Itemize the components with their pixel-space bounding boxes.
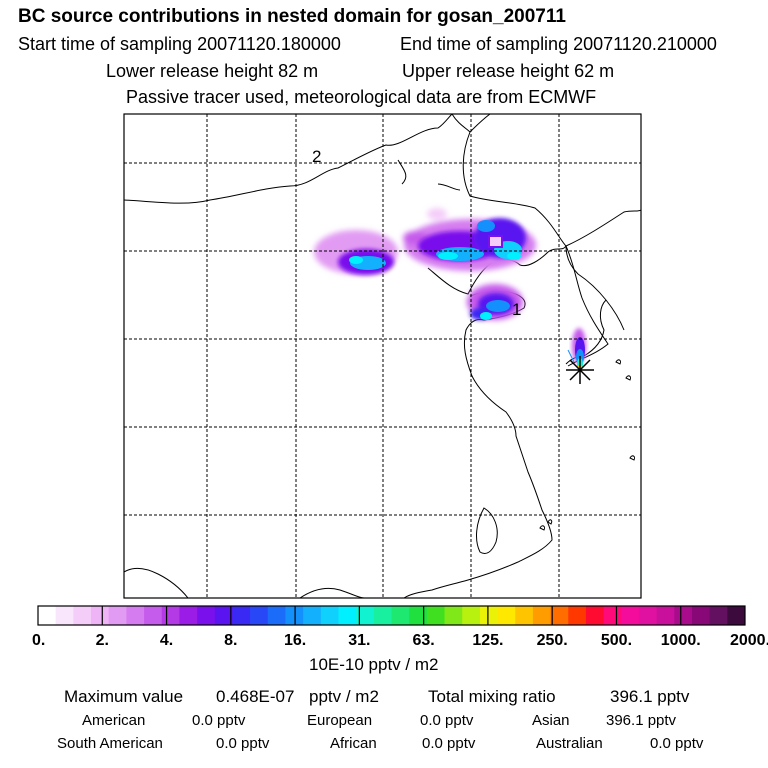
colorbar-frame bbox=[37, 605, 746, 626]
colorbar-unit: 10E-10 pptv / m2 bbox=[309, 655, 439, 674]
source-name-south-american: South American bbox=[57, 735, 163, 752]
colorbar-cell bbox=[656, 606, 675, 625]
max-value-label: Maximum value bbox=[64, 687, 184, 706]
colorbar-cell bbox=[197, 606, 216, 625]
colorbar-cell bbox=[462, 606, 481, 625]
map-panel: 2 1 bbox=[123, 113, 642, 599]
colorbar-cell bbox=[338, 606, 357, 625]
colorbar-tick-label: 63. bbox=[413, 632, 435, 649]
colorbar-cell bbox=[568, 606, 587, 625]
source-name-australian: Australian bbox=[536, 735, 603, 752]
colorbar-cell bbox=[144, 606, 163, 625]
source-value-asian: 396.1 pptv bbox=[606, 712, 677, 729]
colorbar-cell bbox=[691, 606, 711, 625]
colorbar-tick-label: 31. bbox=[348, 632, 370, 649]
colorbar-cell bbox=[585, 606, 604, 625]
colorbar-cell bbox=[126, 606, 145, 625]
colorbar-tick-label: 2000. bbox=[730, 632, 768, 649]
colorbar-cell bbox=[73, 606, 92, 625]
colorbar-cell bbox=[550, 606, 569, 625]
colorbar-cell bbox=[267, 606, 286, 625]
colorbar-cell bbox=[320, 606, 339, 625]
colorbar-cell bbox=[603, 606, 622, 625]
colorbar-tick-label: 0. bbox=[32, 632, 45, 649]
source-value-american: 0.0 pptv bbox=[192, 712, 246, 729]
release-site-marker bbox=[566, 349, 594, 384]
concentration-field bbox=[314, 208, 586, 371]
source-value-european: 0.0 pptv bbox=[420, 712, 474, 729]
colorbar-cell bbox=[285, 606, 304, 625]
source-value-african: 0.0 pptv bbox=[422, 735, 476, 752]
map-frame bbox=[123, 113, 642, 599]
lower-release-label: Lower release height 82 m bbox=[106, 61, 319, 81]
colorbar-tick-label: 1000. bbox=[661, 632, 701, 649]
source-name-african: African bbox=[330, 735, 377, 752]
trajectory-label-2: 2 bbox=[312, 147, 321, 166]
colorbar: 0. 2. 4. 8. 16. 31. 63. 125. 250. 500. 1000. 2000. bbox=[32, 605, 768, 649]
max-value: 0.468E-07 bbox=[216, 687, 295, 706]
colorbar-cell bbox=[426, 606, 445, 625]
colorbar-cell bbox=[55, 606, 74, 625]
colorbar-cell bbox=[479, 606, 498, 625]
colorbar-cell bbox=[532, 606, 551, 625]
colorbar-cell bbox=[391, 606, 410, 625]
colorbar-cell bbox=[91, 606, 110, 625]
source-name-american: American bbox=[82, 712, 146, 729]
colorbar-cell bbox=[709, 606, 728, 625]
colorbar-cell bbox=[373, 606, 392, 625]
tracer-note: Passive tracer used, meteorological data… bbox=[126, 87, 597, 107]
colorbar-cell bbox=[638, 606, 658, 625]
source-name-european: European bbox=[307, 712, 373, 729]
chart-title: BC source contributions in nested domain… bbox=[18, 6, 566, 27]
total-mixing-label: Total mixing ratio bbox=[428, 687, 556, 706]
source-value-south-american: 0.0 pptv bbox=[216, 735, 270, 752]
colorbar-tick-label: 500. bbox=[601, 632, 632, 649]
colorbar-cell bbox=[250, 606, 269, 625]
colorbar-tick-label: 4. bbox=[160, 632, 173, 649]
source-name-asian: Asian bbox=[532, 712, 570, 729]
colorbar-tick-label: 250. bbox=[537, 632, 568, 649]
start-time-label: Start time of sampling 20071120.180000 bbox=[18, 34, 341, 54]
colorbar-cell bbox=[621, 606, 640, 625]
colorbar-tick-label: 8. bbox=[224, 632, 237, 649]
colorbar-cell bbox=[356, 606, 375, 625]
total-mixing-value: 396.1 pptv bbox=[610, 687, 690, 706]
colorbar-cell bbox=[409, 606, 428, 625]
colorbar-tick-labels: 0. 2. 4. 8. 16. 31. 63. 125. 250. 500. 1000. 2000. bbox=[32, 632, 768, 649]
colorbar-cell bbox=[727, 606, 746, 625]
colorbar-cell bbox=[108, 606, 127, 625]
colorbar-tick-label: 16. bbox=[284, 632, 306, 649]
colorbar-cell bbox=[444, 606, 463, 625]
lat-lon-grid bbox=[124, 114, 641, 598]
max-value-unit: pptv / m2 bbox=[309, 687, 379, 706]
end-time-label: End time of sampling 20071120.210000 bbox=[400, 34, 717, 54]
colorbar-tick-label: 125. bbox=[472, 632, 503, 649]
colorbar-cell bbox=[303, 606, 322, 625]
colorbar-tick-label: 2. bbox=[96, 632, 109, 649]
colorbar-cell bbox=[38, 606, 57, 625]
colorbar-cell bbox=[161, 606, 180, 625]
colorbar-cell bbox=[674, 606, 693, 625]
upper-release-label: Upper release height 62 m bbox=[402, 61, 615, 81]
colorbar-cell bbox=[497, 606, 516, 625]
colorbar-cell bbox=[515, 606, 534, 625]
colorbar-cell bbox=[179, 606, 198, 625]
colorbar-cells bbox=[37, 605, 746, 626]
colorbar-cell bbox=[214, 606, 233, 625]
trajectory-label-1: 1 bbox=[512, 300, 521, 319]
source-value-australian: 0.0 pptv bbox=[650, 735, 704, 752]
colorbar-cell bbox=[232, 606, 251, 625]
